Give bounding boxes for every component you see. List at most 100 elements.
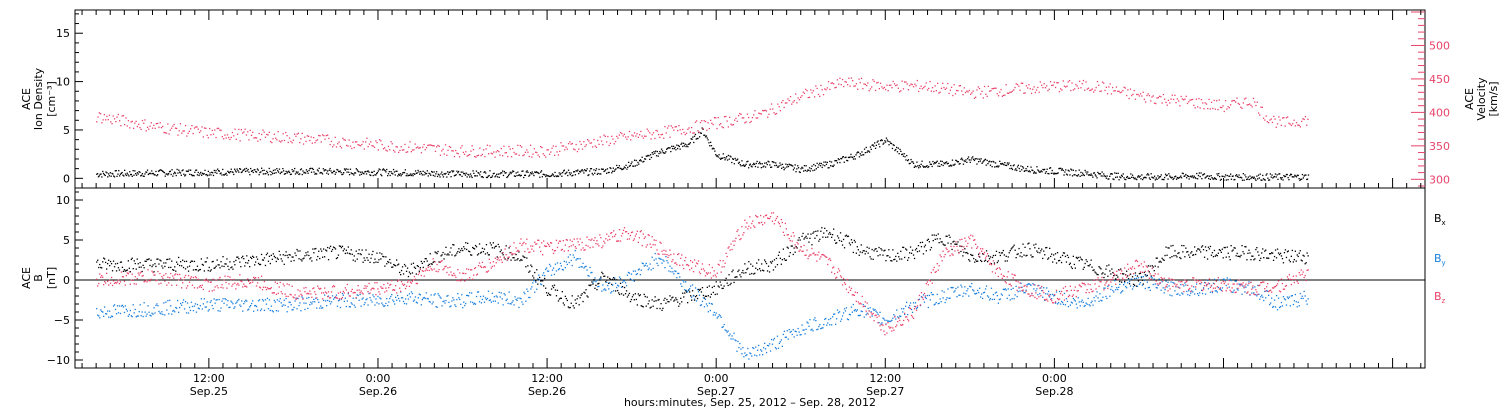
by-point	[113, 304, 116, 306]
velocity-point	[1013, 89, 1015, 91]
by-point	[904, 313, 906, 316]
density-point	[600, 173, 602, 175]
velocity-point	[902, 88, 905, 90]
density-point	[1276, 174, 1278, 176]
density-point	[145, 171, 147, 173]
density-point	[342, 173, 344, 175]
velocity-point	[999, 91, 1001, 93]
density-point	[250, 170, 253, 172]
velocity-point	[664, 126, 666, 128]
density-point	[606, 172, 608, 174]
bx-point	[836, 242, 838, 244]
velocity-point	[362, 141, 364, 143]
by-point	[768, 343, 771, 345]
density-point	[606, 168, 609, 170]
bx-point	[1304, 263, 1306, 265]
density-point	[1175, 178, 1178, 180]
density-point	[1070, 168, 1072, 170]
by-point	[343, 300, 345, 302]
velocity-point	[190, 128, 192, 130]
by-point	[887, 320, 889, 323]
velocity-point	[716, 127, 718, 130]
bx-point	[306, 254, 308, 256]
density-point	[853, 155, 855, 158]
bx-point	[122, 270, 125, 272]
density-point	[1102, 175, 1104, 177]
bx-point	[632, 294, 635, 296]
density-point	[1238, 174, 1240, 176]
bx-point	[658, 298, 660, 301]
velocity-point	[758, 112, 760, 114]
density-point	[238, 171, 240, 173]
bx-point	[536, 269, 538, 271]
bx-point	[451, 254, 453, 256]
density-point	[756, 160, 758, 163]
velocity-point	[633, 132, 636, 134]
density-point	[233, 173, 235, 176]
by-point	[254, 305, 256, 307]
bx-point	[1069, 262, 1071, 264]
density-point	[904, 156, 906, 158]
density-point	[725, 157, 727, 159]
by-point	[491, 292, 493, 294]
density-point	[666, 148, 668, 150]
velocity-point	[839, 77, 841, 79]
top-right-tick-label: 450	[1429, 73, 1450, 86]
by-point	[114, 308, 117, 311]
density-point	[1125, 178, 1127, 181]
density-point	[380, 173, 382, 176]
by-point	[632, 270, 635, 272]
density-point	[379, 169, 381, 171]
velocity-point	[831, 82, 833, 84]
by-point	[689, 288, 691, 290]
density-point	[642, 161, 644, 163]
velocity-point	[696, 120, 698, 122]
by-point	[405, 303, 408, 305]
bx-point	[594, 287, 596, 289]
density-point	[795, 171, 797, 173]
bx-point	[1047, 258, 1049, 260]
by-point	[662, 259, 664, 261]
density-point	[803, 165, 806, 167]
by-point	[654, 252, 656, 255]
density-point	[1054, 172, 1056, 174]
density-point	[346, 171, 348, 173]
velocity-point	[219, 129, 221, 131]
density-point	[1281, 177, 1283, 179]
velocity-point	[692, 132, 694, 134]
velocity-point	[496, 150, 499, 152]
velocity-point	[1117, 90, 1119, 92]
density-point	[984, 158, 987, 160]
density-point	[1269, 173, 1271, 175]
density-point	[1241, 177, 1243, 179]
bx-point	[300, 258, 302, 261]
velocity-point	[132, 127, 135, 129]
bx-point	[597, 283, 599, 285]
density-point	[807, 169, 809, 171]
by-point	[1044, 299, 1046, 301]
by-point	[604, 288, 606, 290]
velocity-point	[1222, 105, 1224, 107]
density-point	[1167, 178, 1169, 180]
velocity-point	[1127, 89, 1129, 91]
density-point	[973, 159, 976, 162]
velocity-point	[849, 85, 851, 87]
by-point	[208, 309, 210, 311]
density-point	[691, 138, 693, 140]
bx-point	[438, 261, 440, 263]
by-point	[692, 295, 695, 297]
velocity-point	[1241, 107, 1243, 109]
bx-point	[1289, 261, 1291, 263]
by-point	[286, 311, 288, 313]
velocity-point	[541, 146, 543, 149]
by-point	[165, 301, 167, 303]
velocity-point	[1172, 98, 1175, 101]
by-point	[644, 264, 646, 266]
bx-point	[253, 256, 255, 258]
bx-point	[262, 259, 265, 261]
by-point	[386, 298, 388, 300]
by-point	[1069, 304, 1071, 306]
by-point	[914, 302, 917, 304]
density-point	[1143, 176, 1145, 179]
density-point	[468, 174, 470, 176]
